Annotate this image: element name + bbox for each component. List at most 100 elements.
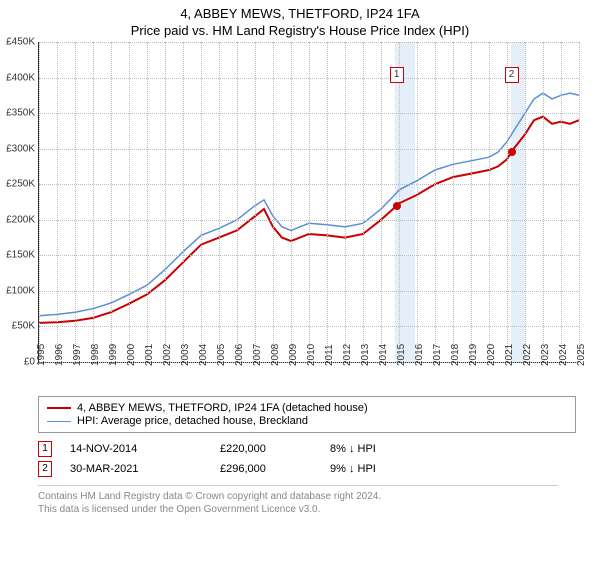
plot-region: £0£50K£100K£150K£200K£250K£300K£350K£400… — [38, 42, 579, 363]
grid-line-v — [471, 42, 472, 362]
legend-label: 4, ABBEY MEWS, THETFORD, IP24 1FA (detac… — [77, 402, 368, 414]
grid-line-v — [345, 42, 346, 362]
marker-box: 2 — [505, 67, 519, 83]
legend-swatch — [47, 407, 71, 409]
grid-line-v — [381, 42, 382, 362]
grid-line-v — [129, 42, 130, 362]
x-axis-label: 2016 — [414, 344, 425, 366]
grid-line-v — [237, 42, 238, 362]
y-axis-label: £300K — [6, 143, 35, 154]
legend-item: 4, ABBEY MEWS, THETFORD, IP24 1FA (detac… — [47, 402, 567, 414]
x-axis-label: 2019 — [468, 344, 479, 366]
x-axis-label: 2015 — [396, 344, 407, 366]
transaction-row: 1 14-NOV-2014£220,0008% ↓ HPI — [38, 439, 558, 459]
x-axis-label: 2022 — [522, 344, 533, 366]
transaction-date: 30-MAR-2021 — [70, 463, 220, 475]
grid-line-v — [165, 42, 166, 362]
legend-label: HPI: Average price, detached house, Brec… — [77, 415, 308, 427]
grid-line-v — [489, 42, 490, 362]
x-axis-label: 2009 — [288, 344, 299, 366]
x-axis-label: 1997 — [72, 344, 83, 366]
legend-box: 4, ABBEY MEWS, THETFORD, IP24 1FA (detac… — [38, 396, 576, 433]
grid-line-v — [201, 42, 202, 362]
x-axis-label: 2024 — [558, 344, 569, 366]
transaction-date: 14-NOV-2014 — [70, 443, 220, 455]
grid-line-v — [327, 42, 328, 362]
grid-line-v — [57, 42, 58, 362]
grid-line-v — [111, 42, 112, 362]
grid-line-v — [525, 42, 526, 362]
y-axis-label: £450K — [6, 37, 35, 48]
grid-line-v — [453, 42, 454, 362]
chart-area: £0£50K£100K£150K£200K£250K£300K£350K£400… — [38, 42, 598, 392]
x-axis-label: 2000 — [126, 344, 137, 366]
y-axis-label: £200K — [6, 214, 35, 225]
grid-line-v — [219, 42, 220, 362]
transaction-price: £296,000 — [220, 463, 330, 475]
grid-line-v — [183, 42, 184, 362]
chart-subtitle: Price paid vs. HM Land Registry's House … — [0, 23, 600, 38]
grid-line-v — [561, 42, 562, 362]
grid-line-v — [147, 42, 148, 362]
x-axis-label: 2002 — [162, 344, 173, 366]
x-axis-label: 1998 — [90, 344, 101, 366]
footer-line-1: Contains HM Land Registry data © Crown c… — [38, 490, 558, 503]
x-axis-label: 2025 — [576, 344, 587, 366]
x-axis-label: 2012 — [342, 344, 353, 366]
transaction-index: 2 — [38, 461, 52, 477]
grid-line-v — [579, 42, 580, 362]
transaction-index: 1 — [38, 441, 52, 457]
legend-item: HPI: Average price, detached house, Brec… — [47, 415, 567, 427]
marker-dot — [508, 148, 516, 156]
x-axis-label: 2008 — [270, 344, 281, 366]
transaction-diff: 8% ↓ HPI — [330, 443, 440, 455]
x-axis-label: 2014 — [378, 344, 389, 366]
y-axis-label: £400K — [6, 72, 35, 83]
grid-line-v — [93, 42, 94, 362]
grid-line-v — [417, 42, 418, 362]
chart-title: 4, ABBEY MEWS, THETFORD, IP24 1FA — [0, 6, 600, 21]
transaction-price: £220,000 — [220, 443, 330, 455]
x-axis-label: 2011 — [324, 344, 335, 366]
x-axis-label: 2013 — [360, 344, 371, 366]
grid-line-v — [543, 42, 544, 362]
y-axis-label: £0 — [24, 357, 35, 368]
footer-attribution: Contains HM Land Registry data © Crown c… — [38, 485, 558, 516]
x-axis-label: 1995 — [36, 344, 47, 366]
x-axis-label: 2017 — [432, 344, 443, 366]
x-axis-label: 2001 — [144, 344, 155, 366]
grid-line-v — [39, 42, 40, 362]
marker-box: 1 — [390, 67, 404, 83]
x-axis-label: 2007 — [252, 344, 263, 366]
y-axis-label: £100K — [6, 285, 35, 296]
x-axis-label: 2003 — [180, 344, 191, 366]
x-axis-label: 2023 — [540, 344, 551, 366]
transaction-diff: 9% ↓ HPI — [330, 463, 440, 475]
grid-line-v — [507, 42, 508, 362]
grid-line-v — [273, 42, 274, 362]
grid-line-v — [309, 42, 310, 362]
x-axis-label: 2021 — [504, 344, 515, 366]
y-axis-label: £50K — [12, 321, 35, 332]
x-axis-label: 2018 — [450, 344, 461, 366]
x-axis-label: 2010 — [306, 344, 317, 366]
transaction-row: 2 30-MAR-2021£296,0009% ↓ HPI — [38, 459, 558, 479]
x-axis-label: 1996 — [54, 344, 65, 366]
y-axis-label: £350K — [6, 108, 35, 119]
grid-line-v — [291, 42, 292, 362]
x-axis-label: 1999 — [108, 344, 119, 366]
x-axis-label: 2004 — [198, 344, 209, 366]
y-axis-label: £150K — [6, 250, 35, 261]
footer-line-2: This data is licensed under the Open Gov… — [38, 503, 558, 516]
grid-line-v — [363, 42, 364, 362]
x-axis-label: 2006 — [234, 344, 245, 366]
legend-swatch — [47, 421, 71, 422]
grid-line-v — [75, 42, 76, 362]
x-axis-label: 2005 — [216, 344, 227, 366]
grid-line-v — [435, 42, 436, 362]
y-axis-label: £250K — [6, 179, 35, 190]
marker-dot — [393, 202, 401, 210]
chart-container: 4, ABBEY MEWS, THETFORD, IP24 1FA Price … — [0, 6, 600, 566]
x-axis-label: 2020 — [486, 344, 497, 366]
grid-line-v — [255, 42, 256, 362]
